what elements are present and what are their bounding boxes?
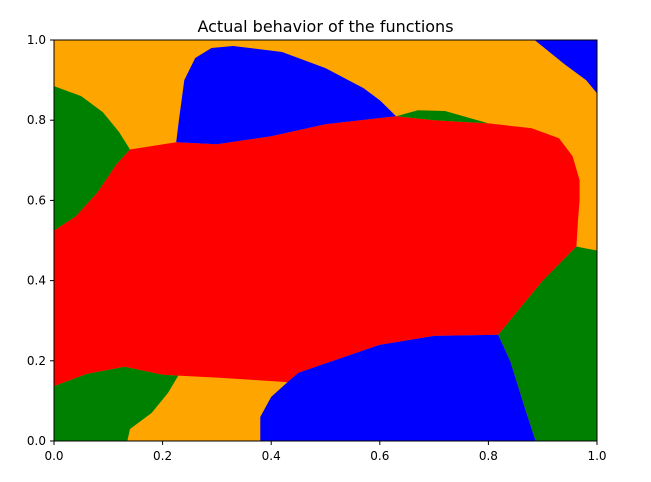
chart-title: Actual behavior of the functions [197, 17, 453, 36]
region-3 [396, 110, 489, 124]
region-6 [260, 334, 536, 441]
y-tick-label: 0.0 [27, 434, 46, 448]
x-tick-label: 1.0 [587, 449, 606, 463]
region-2 [176, 46, 397, 145]
y-tick-label: 0.8 [27, 113, 46, 127]
region-4 [534, 40, 597, 94]
region-5 [498, 246, 597, 441]
region-1 [54, 86, 130, 231]
region-7 [54, 366, 179, 441]
plot-frame [53, 39, 598, 442]
x-axis: 0.0 0.2 0.4 0.6 0.8 1.0 [44, 441, 607, 463]
y-axis: 0.0 0.2 0.4 0.6 0.8 1.0 [27, 33, 54, 448]
region-0 [54, 116, 580, 387]
x-tick-label: 0.0 [44, 449, 63, 463]
x-tick-label: 0.6 [370, 449, 389, 463]
y-tick-label: 1.0 [27, 33, 46, 47]
y-tick-label: 0.6 [27, 193, 46, 207]
plot-area [54, 40, 597, 441]
x-tick-label: 0.8 [479, 449, 498, 463]
x-tick-label: 0.4 [262, 449, 281, 463]
x-tick-label: 0.2 [153, 449, 172, 463]
y-tick-label: 0.4 [27, 274, 46, 288]
y-tick-label: 0.2 [27, 354, 46, 368]
